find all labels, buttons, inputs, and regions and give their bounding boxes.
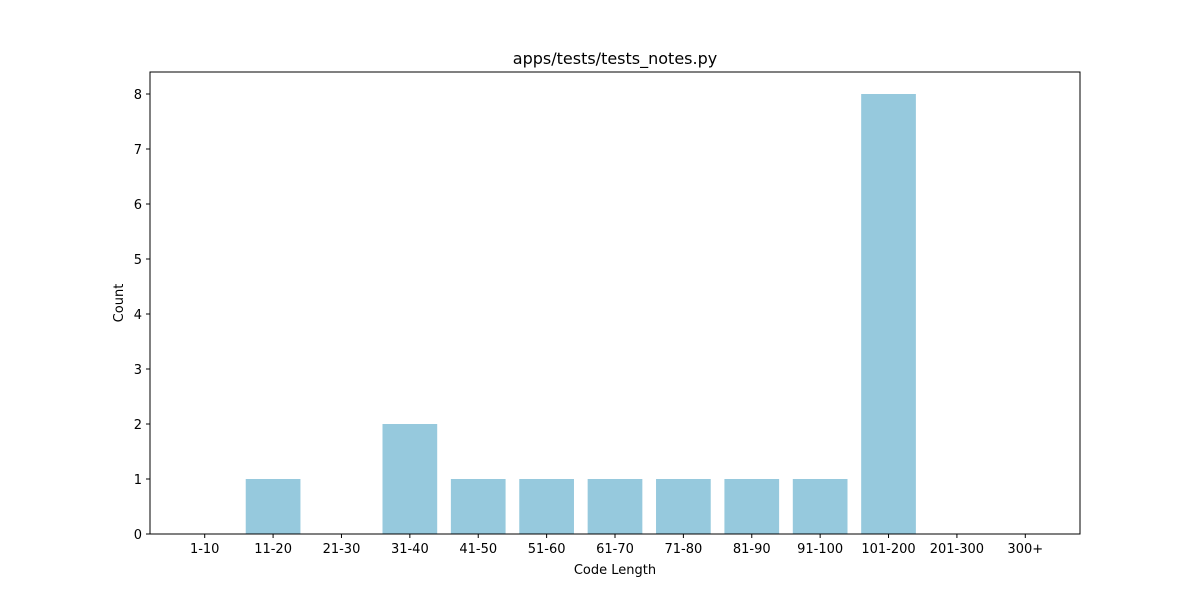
x-tick-label: 31-40: [391, 542, 429, 557]
y-tick-label: 8: [134, 88, 142, 103]
x-tick-label: 91-100: [797, 542, 843, 557]
y-axis-label: Count: [112, 284, 127, 323]
x-tick-label: 81-90: [733, 542, 771, 557]
bar-101-200: [861, 94, 916, 534]
bar-81-90: [724, 479, 780, 534]
bar-31-40: [382, 424, 438, 534]
x-tick-label: 71-80: [664, 542, 702, 557]
x-tick-label: 101-200: [861, 542, 915, 557]
y-tick-label: 0: [134, 528, 142, 543]
y-axis-ticks: 0 1 2 3 4 5 6 7 8: [134, 88, 150, 543]
bars-group: [245, 94, 916, 534]
bar-71-80: [656, 479, 711, 534]
bar-41-50: [450, 479, 506, 534]
y-tick-label: 1: [134, 473, 142, 488]
y-tick-label: 3: [134, 363, 142, 378]
x-tick-label: 61-70: [596, 542, 634, 557]
y-tick-label: 6: [134, 198, 142, 213]
y-tick-label: 7: [134, 143, 142, 158]
x-tick-label: 201-300: [930, 542, 984, 557]
bar-51-60: [519, 479, 574, 534]
x-tick-label: 21-30: [323, 542, 361, 557]
x-axis-label: Code Length: [574, 563, 656, 578]
x-tick-label: 11-20: [254, 542, 292, 557]
plot-area-frame: [149, 71, 1081, 535]
y-tick-label: 4: [134, 308, 142, 323]
y-tick-label: 2: [134, 418, 142, 433]
y-tick-label: 5: [134, 253, 142, 268]
x-tick-label: 1-10: [190, 542, 220, 557]
chart-title: apps/tests/tests_notes.py: [513, 49, 717, 69]
x-axis-ticks: 1-10 11-20 21-30 31-40 41-50 51-60 61-70 71-80 8…: [190, 534, 1043, 557]
x-tick-label: 300+: [1007, 542, 1043, 557]
x-tick-label: 51-60: [528, 542, 566, 557]
x-tick-label: 41-50: [459, 542, 497, 557]
bar-61-70: [587, 479, 643, 534]
bar-91-100: [792, 479, 848, 534]
bar-11-20: [245, 479, 301, 534]
